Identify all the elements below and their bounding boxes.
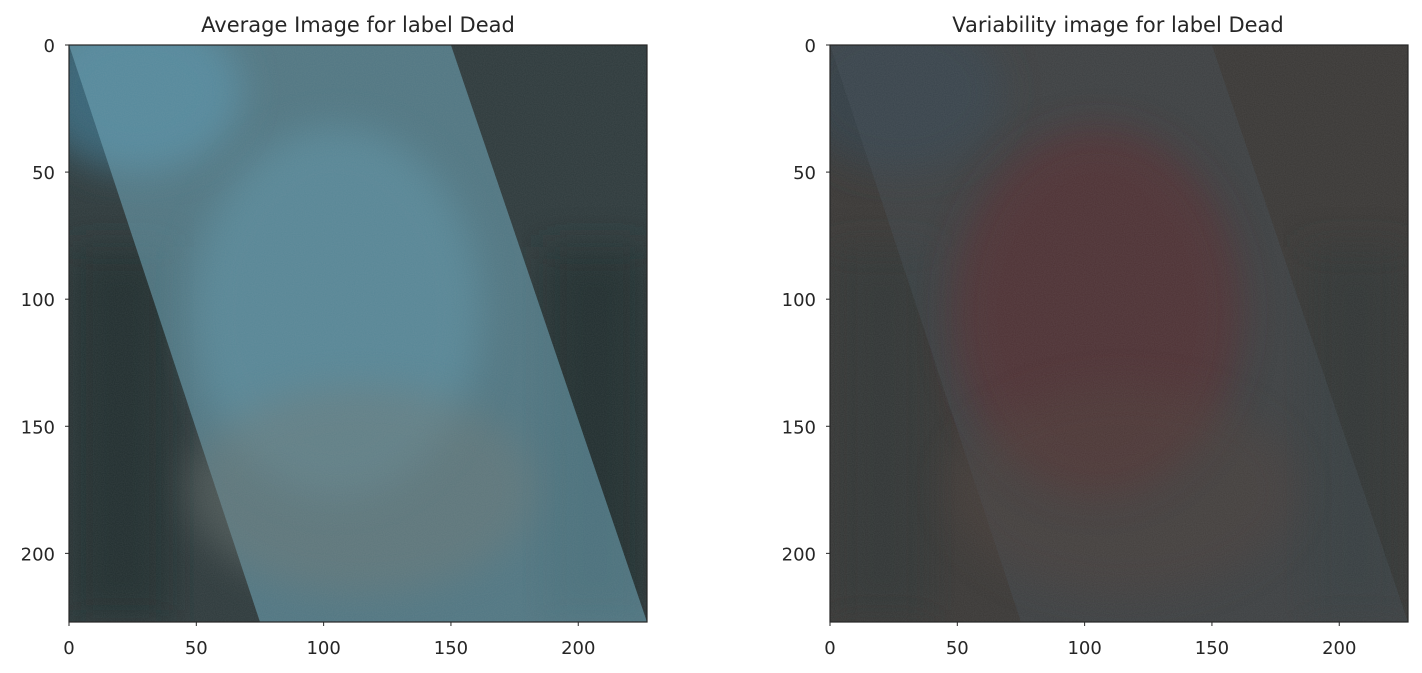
- x-tick-label: 150: [434, 638, 468, 659]
- variability-heatmap-image: [830, 45, 1408, 622]
- x-tick-label: 50: [185, 638, 208, 659]
- x-tick-label: 200: [1322, 638, 1356, 659]
- y-ticks: 0 50 100 150 200: [21, 36, 69, 565]
- panel-title: Average Image for label Dead: [201, 13, 515, 37]
- y-tick-label: 50: [32, 163, 55, 184]
- panel-title: Variability image for label Dead: [952, 13, 1284, 37]
- y-tick-label: 150: [21, 417, 55, 438]
- y-tick-label: 100: [782, 290, 816, 311]
- y-tick-label: 200: [782, 544, 816, 565]
- axes-frame: [68, 44, 648, 623]
- panel-average-image: Average Image for label Dead 0 50 100 150 20…: [21, 13, 648, 659]
- x-tick-label: 150: [1195, 638, 1229, 659]
- x-tick-label: 200: [561, 638, 595, 659]
- x-tick-label: 100: [306, 638, 340, 659]
- x-ticks: 0 50 100 150 200: [824, 622, 1356, 659]
- y-ticks: 0 50 100 150 200: [782, 36, 830, 565]
- y-tick-label: 100: [21, 290, 55, 311]
- average-heatmap-image: [69, 45, 647, 622]
- image-grain: [69, 45, 647, 622]
- axes-frame: [829, 44, 1409, 623]
- y-tick-label: 0: [805, 36, 816, 57]
- x-tick-label: 100: [1067, 638, 1101, 659]
- x-tick-label: 50: [946, 638, 969, 659]
- y-tick-label: 50: [793, 163, 816, 184]
- y-tick-label: 150: [782, 417, 816, 438]
- y-tick-label: 0: [44, 36, 55, 57]
- x-tick-label: 0: [63, 638, 74, 659]
- image-grain: [830, 45, 1408, 622]
- x-ticks: 0 50 100 150 200: [63, 622, 595, 659]
- x-tick-label: 0: [824, 638, 835, 659]
- y-tick-label: 200: [21, 544, 55, 565]
- panel-variability-image: Variability image for label Dead 0 50 100 1…: [782, 13, 1409, 659]
